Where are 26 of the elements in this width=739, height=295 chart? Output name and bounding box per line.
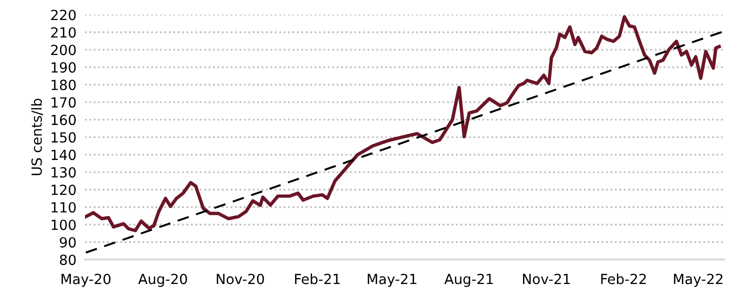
y-tick-label: 90	[60, 237, 76, 248]
y-tick-label: 190	[52, 62, 76, 73]
y-tick-label: 100	[52, 220, 76, 230]
x-tick-label: Aug-21	[444, 274, 493, 287]
y-tick-label: 210	[51, 27, 76, 38]
y-tick-label: 130	[52, 167, 76, 178]
x-tick-label: May-20	[62, 274, 110, 287]
y-tick-label: 120	[52, 184, 76, 196]
x-tick-label: May-21	[368, 274, 416, 287]
x-tick-label: Aug-20	[138, 274, 187, 287]
x-tick-label: Feb-22	[601, 273, 646, 284]
y-tick-label: 220	[51, 10, 76, 20]
y-tick-label: 80	[60, 254, 76, 266]
x-tick-label: Feb-21	[295, 273, 340, 284]
y-tick-label: 160	[52, 114, 76, 126]
y-tick-label: 140	[52, 150, 76, 160]
x-tick-label: May-22	[674, 274, 722, 287]
x-tick-label: Nov-21	[523, 274, 570, 284]
y-tick-label: 110	[52, 202, 76, 213]
y-tick-label: 150	[52, 132, 76, 143]
y-axis-title: US cents/lb	[31, 98, 43, 176]
line-series	[84, 15, 721, 232]
x-tick-label: Nov-20	[216, 274, 264, 284]
y-tick-label: 180	[52, 80, 76, 90]
y-tick-label: 200	[51, 44, 76, 56]
y-tick-label: 170	[52, 97, 76, 108]
